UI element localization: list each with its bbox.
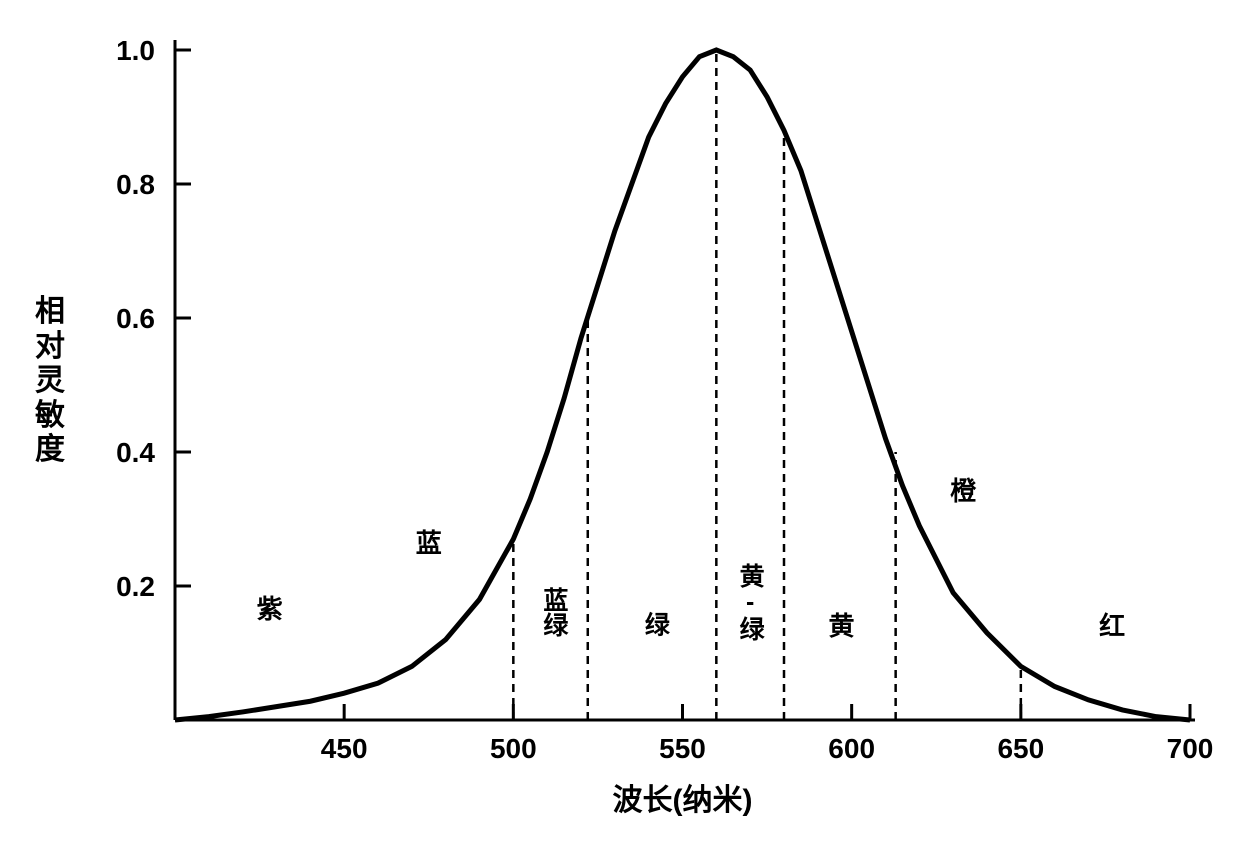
- x-tick-label: 550: [659, 733, 706, 764]
- y-tick-label: 0.8: [116, 169, 155, 200]
- y-tick-label: 0.4: [116, 437, 155, 468]
- y-tick-label: 0.6: [116, 303, 155, 334]
- color-label: 紫: [257, 594, 283, 624]
- y-axis-label: 相对灵敏度: [35, 295, 65, 468]
- color-label: 红: [1099, 611, 1125, 641]
- sensitivity-curve: [175, 50, 1190, 720]
- x-tick-label: 700: [1167, 733, 1214, 764]
- sensitivity-chart: 450 500 550 600 650 700 0.2 0.4 0.6 0.8 1.0 波长(纳米) 紫…: [0, 0, 1240, 845]
- x-tick-label: 600: [828, 733, 875, 764]
- x-tick-label: 650: [997, 733, 1044, 764]
- y-tick-label: 0.2: [116, 571, 155, 602]
- y-tick-label: 1.0: [116, 35, 155, 66]
- color-label: 黄: [829, 611, 855, 641]
- x-axis-label: 波长(纳米): [613, 784, 753, 817]
- x-tick-label: 500: [490, 733, 537, 764]
- color-label: 橙: [950, 476, 977, 506]
- color-label-vertical: 绿: [641, 611, 670, 638]
- color-label-vertical: 蓝绿: [540, 587, 569, 638]
- chart-container: 450 500 550 600 650 700 0.2 0.4 0.6 0.8 1.0 波长(纳米) 紫…: [0, 0, 1240, 845]
- color-label: 蓝: [416, 528, 442, 558]
- x-tick-label: 450: [321, 733, 368, 764]
- color-label-vertical: 黄-绿: [736, 563, 765, 642]
